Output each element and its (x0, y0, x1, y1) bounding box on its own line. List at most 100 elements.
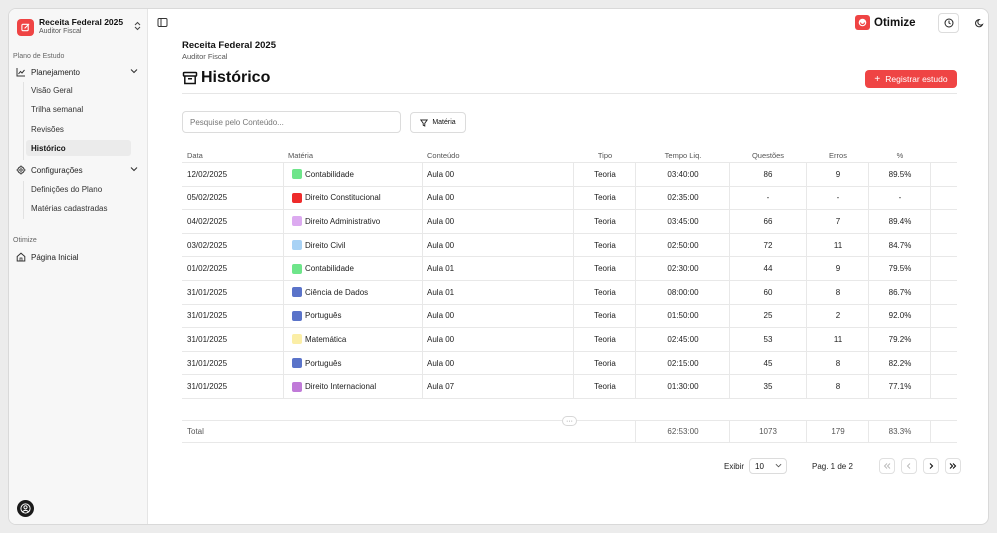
page-size-value: 10 (755, 461, 764, 471)
panel-left-icon (157, 18, 168, 27)
sidebar-item-materias[interactable]: Matérias cadastradas (31, 203, 108, 213)
more-rows-button[interactable]: ··· (562, 416, 577, 426)
table-row[interactable]: 31/01/2025 Ciência de Dados Aula 01 Teoria 0… (182, 281, 957, 305)
plan-subtitle: Auditor Fiscal (182, 52, 228, 61)
column-divider (806, 421, 807, 442)
table-row[interactable]: 03/02/2025 Direito Civil Aula 00 Teoria 02:5… (182, 233, 957, 258)
column-divider (930, 186, 931, 210)
column-header-tempo[interactable]: Tempo Liq. (664, 150, 702, 160)
questions-cell: 72 (763, 240, 773, 250)
subject-filter-button[interactable]: Matéria (410, 112, 466, 133)
sidebar-item-trilha-semanal[interactable]: Trilha semanal (31, 104, 84, 114)
column-divider (729, 210, 730, 233)
table-row[interactable]: 31/01/2025 Direito Internacional Aula 07 Te… (182, 375, 957, 399)
time-cell: 08:00:00 (667, 287, 699, 297)
subject-name: Contabilidade (305, 169, 354, 179)
time-cell: 02:50:00 (667, 240, 699, 250)
next-page-button[interactable] (923, 458, 939, 474)
date-cell: 31/01/2025 (187, 382, 228, 392)
percent-cell: 82.2% (888, 358, 912, 368)
date-cell: 31/01/2025 (187, 287, 228, 297)
page-size-label: Exibir (724, 462, 745, 471)
date-cell: 01/02/2025 (187, 264, 228, 274)
toggle-sidebar-button[interactable] (157, 17, 169, 29)
column-header-pct[interactable]: % (896, 150, 904, 160)
questions-cell: 25 (763, 311, 773, 321)
date-cell: 04/02/2025 (187, 216, 228, 226)
chevron-down-icon (775, 462, 782, 471)
sidebar-item-pagina-inicial[interactable]: Página Inicial (13, 249, 144, 265)
column-divider (729, 281, 730, 304)
sidebar-item-revisoes[interactable]: Revisões (31, 124, 64, 134)
column-divider (635, 304, 636, 328)
page-size-select[interactable]: 10 (749, 458, 787, 474)
time-cell: 02:45:00 (667, 334, 699, 344)
subject-name: Direito Civil (305, 240, 346, 250)
total-time: 62:53:00 (667, 427, 699, 436)
sidebar-item-planejamento[interactable]: Planejamento (13, 64, 144, 80)
subject-color-swatch (292, 169, 302, 180)
sidebar-item-configuracoes[interactable]: Configurações (13, 162, 144, 178)
register-study-button[interactable]: + Registrar estudo (865, 70, 957, 88)
last-page-button[interactable] (945, 458, 961, 474)
column-divider (806, 304, 807, 328)
user-circle-icon (20, 503, 31, 514)
column-divider (729, 163, 730, 186)
column-divider (635, 163, 636, 186)
column-divider (729, 375, 730, 398)
type-cell: Teoria (594, 358, 616, 368)
table-row[interactable]: 04/02/2025 Direito Administrativo Aula 00 T… (182, 210, 957, 234)
subject-cell: Português (292, 352, 427, 375)
first-page-button[interactable] (879, 458, 895, 474)
sidebar-item-visao-geral[interactable]: Visão Geral (31, 85, 73, 95)
column-header-tipo[interactable]: Tipo (597, 150, 613, 160)
subject-name: Direito Administrativo (305, 216, 381, 226)
table-row[interactable]: 31/01/2025 Português Aula 00 Teoria 02:15:00… (182, 351, 957, 376)
table-row[interactable]: 12/02/2025 Contabilidade Aula 00 Teoria 03:4… (182, 163, 957, 187)
subject-filter-label: Matéria (432, 119, 456, 126)
history-button[interactable] (938, 13, 959, 33)
column-divider (283, 257, 284, 280)
table-row[interactable]: 05/02/2025 Direito Constitucional Aula 00 T… (182, 186, 957, 211)
percent-cell: 89.4% (888, 216, 912, 226)
edit-square-icon (17, 18, 34, 36)
column-header-erros[interactable]: Erros (829, 150, 847, 160)
column-divider (573, 281, 574, 304)
content-cell: Aula 07 (427, 382, 455, 392)
gear-icon (16, 165, 26, 175)
date-cell: 31/01/2025 (187, 358, 228, 368)
total-percent: 83.3% (888, 427, 912, 436)
type-cell: Teoria (594, 382, 616, 392)
archive-icon (182, 71, 198, 85)
search-input[interactable] (182, 111, 401, 133)
table-row[interactable]: 31/01/2025 Matemática Aula 00 Teoria 02:45:0… (182, 328, 957, 352)
type-cell: Teoria (594, 264, 616, 274)
table-row[interactable]: 31/01/2025 Português Aula 00 Teoria 01:50:00… (182, 304, 957, 329)
errors-cell: 9 (835, 169, 841, 179)
column-header-data[interactable]: Data (187, 150, 203, 160)
column-divider (930, 421, 931, 442)
subject-color-swatch (292, 192, 302, 203)
column-header-materia[interactable]: Matéria (288, 150, 314, 160)
errors-cell: 11 (833, 240, 843, 250)
column-divider (930, 375, 931, 398)
sidebar-item-historico[interactable]: Histórico (26, 140, 131, 156)
column-header-questoes[interactable]: Questões (751, 150, 785, 160)
plan-switcher[interactable]: Receita Federal 2025 Auditor Fiscal (17, 17, 141, 37)
user-account-button[interactable] (17, 500, 34, 517)
column-divider (868, 421, 869, 442)
column-divider (868, 281, 869, 304)
column-divider (422, 163, 423, 186)
subject-color-swatch (292, 358, 302, 369)
questions-cell: 45 (763, 358, 773, 368)
column-divider (283, 233, 284, 257)
chart-line-icon (16, 67, 26, 77)
sidebar-item-definicoes[interactable]: Definições do Plano (31, 184, 103, 194)
content-cell: Aula 00 (427, 169, 455, 179)
prev-page-button[interactable] (901, 458, 917, 474)
theme-toggle-button[interactable] (969, 13, 988, 33)
date-cell: 12/02/2025 (187, 169, 228, 179)
column-header-conteudo[interactable]: Conteúdo (427, 150, 460, 160)
table-row[interactable]: 01/02/2025 Contabilidade Aula 01 Teoria 02:3… (182, 257, 957, 281)
questions-cell: 44 (763, 264, 773, 274)
